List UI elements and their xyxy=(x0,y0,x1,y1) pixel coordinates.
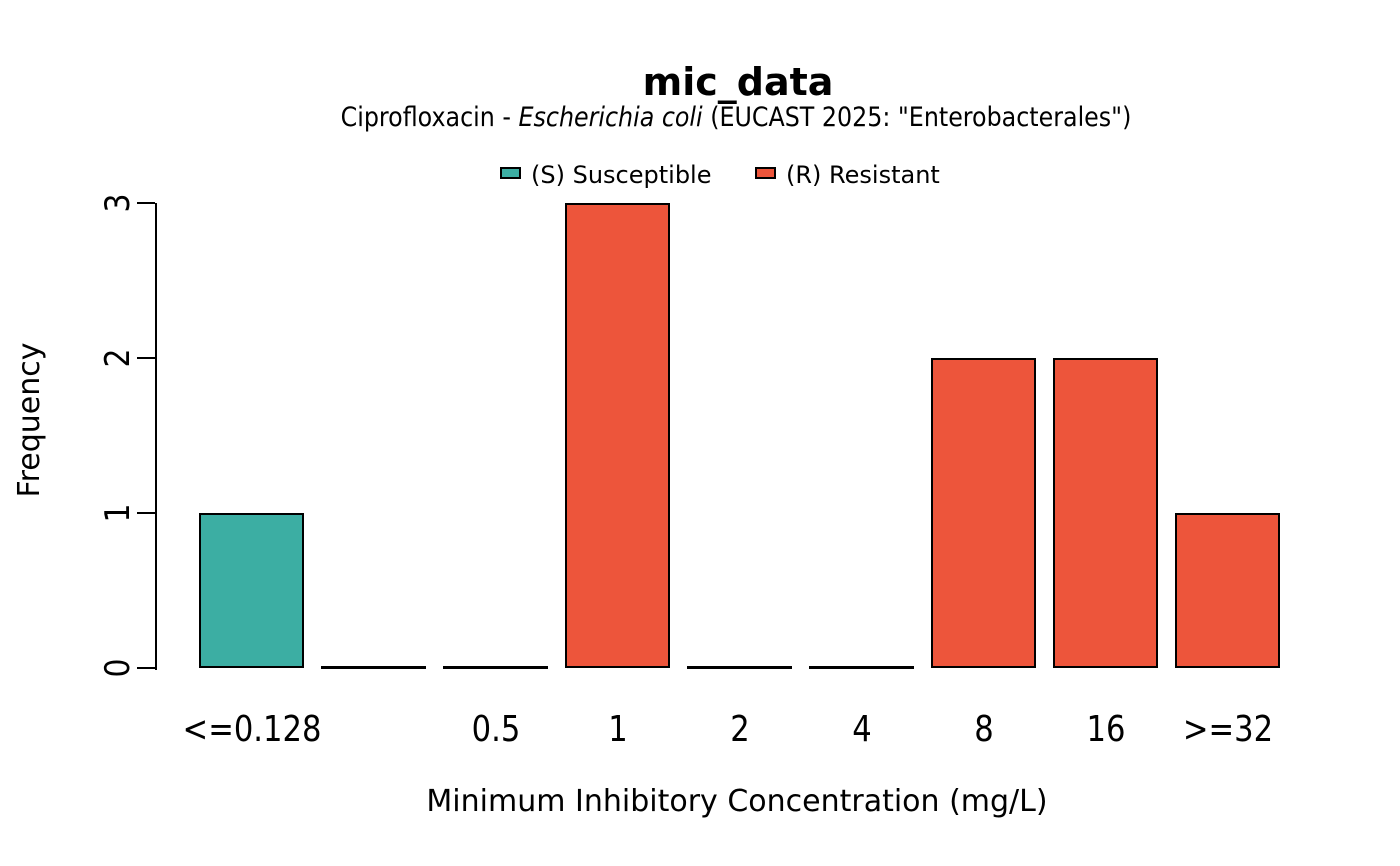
bar-16 xyxy=(1053,358,1158,668)
x-tick-label-4: 4 xyxy=(851,709,872,750)
y-tick-1 xyxy=(137,512,155,514)
legend-label-susceptible: (S) Susceptible xyxy=(531,161,712,189)
bar-<=0.128 xyxy=(199,513,304,668)
chart-subtitle: Ciprofloxacin - Escherichia coli (EUCAST… xyxy=(341,103,1132,132)
y-axis-title: Frequency xyxy=(12,342,47,498)
x-tick-label-<=0.128: <=0.128 xyxy=(182,709,321,750)
y-tick-0 xyxy=(137,667,155,669)
legend-swatch-susceptible xyxy=(500,167,521,179)
bar-8 xyxy=(931,358,1036,668)
x-axis-title: Minimum Inhibitory Concentration (mg/L) xyxy=(426,784,1048,819)
y-tick-2 xyxy=(137,357,155,359)
legend-label-resistant: (R) Resistant xyxy=(786,161,940,189)
subtitle-antibiotic: Ciprofloxacin - xyxy=(340,102,519,133)
y-tick-3 xyxy=(137,202,155,204)
y-axis-line xyxy=(155,203,157,670)
chart-title: mic_data xyxy=(642,60,834,104)
bar-unlabeled-1 xyxy=(321,666,426,669)
bar-0.5 xyxy=(443,666,548,669)
subtitle-guideline: (EUCAST 2025: "Enterobacterales") xyxy=(702,102,1132,133)
x-tick-label-1: 1 xyxy=(607,709,628,750)
legend-swatch-resistant xyxy=(755,167,776,179)
x-tick-label-8: 8 xyxy=(973,709,994,750)
x-tick-label-0.5: 0.5 xyxy=(471,709,520,750)
x-tick-label-16: 16 xyxy=(1086,709,1125,750)
subtitle-species: Escherichia coli xyxy=(518,102,703,133)
bar-1 xyxy=(565,203,670,668)
y-tick-label-2: 2 xyxy=(98,348,138,368)
x-tick-label-2: 2 xyxy=(729,709,750,750)
x-tick-label->=32: >=32 xyxy=(1182,709,1273,750)
y-tick-label-1: 1 xyxy=(98,503,138,523)
bar->=32 xyxy=(1175,513,1280,668)
bar-2 xyxy=(687,666,792,669)
y-tick-label-3: 3 xyxy=(98,193,138,213)
y-tick-label-0: 0 xyxy=(98,658,138,678)
bar-4 xyxy=(809,666,914,669)
